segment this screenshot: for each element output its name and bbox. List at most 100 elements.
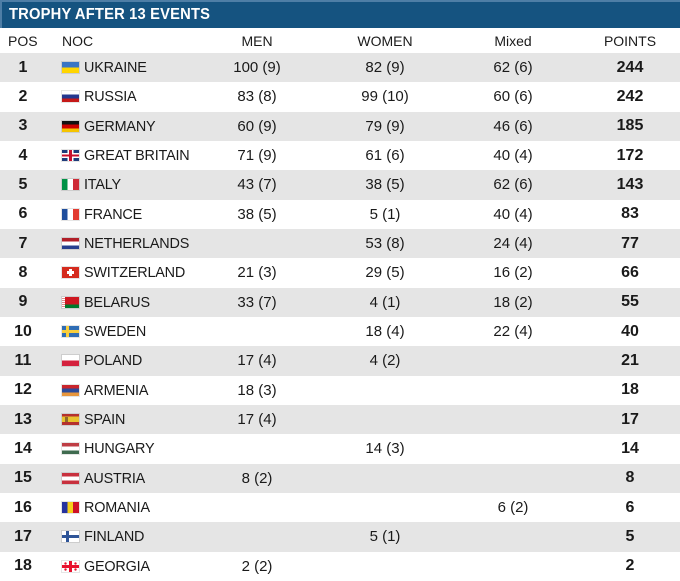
flag-icon-france xyxy=(62,208,79,220)
table-row: 3 GERMANY 60 (9) 79 (9) 46 (6) 185 xyxy=(0,111,680,141)
women-score-cell: 79 (9) xyxy=(365,117,405,135)
flag-icon-switzerland xyxy=(62,267,79,279)
position-cell: 16 xyxy=(14,498,32,516)
position-cell: 14 xyxy=(14,439,32,457)
points-cell: 2 xyxy=(625,557,635,575)
mixed-score-cell: 22 (4) xyxy=(493,323,533,341)
column-header-mixed: Mixed xyxy=(494,32,532,49)
table-row: 1 UKRAINE 100 (9) 82 (9) 62 (6) 244 xyxy=(0,53,680,83)
table-row: 5 ITALY 43 (7) 38 (5) 62 (6) 143 xyxy=(0,170,680,200)
flag-icon-finland xyxy=(62,531,79,543)
men-score-cell: 8 (2) xyxy=(241,469,273,487)
mixed-score-cell: 40 (4) xyxy=(493,147,533,165)
flag-icon-belarus xyxy=(62,296,79,308)
flag-icon-austria xyxy=(62,472,79,484)
noc-cell: GEORGIA xyxy=(46,558,190,575)
men-score-cell: 60 (9) xyxy=(237,117,277,135)
country-name: NETHERLANDS xyxy=(84,235,190,253)
men-score-cell: 17 (4) xyxy=(237,352,277,370)
points-cell: 55 xyxy=(621,293,639,311)
noc-cell: BELARUS xyxy=(46,294,190,311)
points-cell: 6 xyxy=(625,498,635,516)
flag-icon-hungary xyxy=(62,443,79,455)
table-body: 1 UKRAINE 100 (9) 82 (9) 62 (6) 244 2 RU… xyxy=(0,53,680,581)
women-score-cell: 5 (1) xyxy=(369,205,401,223)
noc-cell: SPAIN xyxy=(46,411,190,428)
noc-cell: FINLAND xyxy=(46,528,190,545)
men-score-cell: 33 (7) xyxy=(237,293,277,311)
flag-icon-russia xyxy=(62,91,79,103)
flag-icon-germany xyxy=(62,120,79,132)
position-cell: 18 xyxy=(14,557,32,575)
men-score-cell: 83 (8) xyxy=(237,88,277,106)
points-cell: 172 xyxy=(616,146,644,164)
country-name: SPAIN xyxy=(84,411,126,429)
position-cell: 4 xyxy=(18,146,28,164)
noc-cell: ARMENIA xyxy=(46,382,190,399)
women-score-cell: 29 (5) xyxy=(365,264,405,282)
mixed-score-cell: 46 (6) xyxy=(493,117,533,135)
table-row: 7 NETHERLANDS 53 (8) 24 (4) 77 xyxy=(0,228,680,259)
noc-cell: ROMANIA xyxy=(46,499,190,516)
women-score-cell: 5 (1) xyxy=(369,528,401,546)
column-header-men: MEN xyxy=(241,32,273,49)
women-score-cell: 82 (9) xyxy=(365,59,405,77)
position-cell: 13 xyxy=(14,410,32,428)
country-name: GERMANY xyxy=(84,117,156,135)
column-header-women: WOMEN xyxy=(357,32,413,49)
table-row: 13 SPAIN 17 (4) 17 xyxy=(0,404,680,435)
country-name: UKRAINE xyxy=(84,59,147,77)
men-score-cell: 71 (9) xyxy=(237,147,277,165)
table-row: 10 SWEDEN 18 (4) 22 (4) 40 xyxy=(0,316,680,347)
position-cell: 2 xyxy=(18,87,28,105)
position-cell: 10 xyxy=(14,322,32,340)
points-cell: 66 xyxy=(621,263,639,281)
country-name: SWITZERLAND xyxy=(84,264,186,282)
position-cell: 7 xyxy=(18,234,28,252)
points-cell: 185 xyxy=(616,117,644,135)
noc-cell: ITALY xyxy=(46,176,190,193)
flag-icon-romania xyxy=(62,502,79,514)
points-cell: 83 xyxy=(621,205,639,223)
points-cell: 143 xyxy=(616,175,644,193)
table-row: 8 SWITZERLAND 21 (3) 29 (5) 16 (2) 66 xyxy=(0,258,680,288)
points-cell: 14 xyxy=(621,439,639,457)
country-name: BELARUS xyxy=(84,293,150,311)
flag-icon-great-britain xyxy=(62,150,79,162)
points-cell: 5 xyxy=(625,527,635,545)
title-bar: TROPHY AFTER 13 EVENTS xyxy=(0,0,680,28)
position-cell: 15 xyxy=(14,469,32,487)
table-header: POS NOC MEN WOMEN Mixed POINTS xyxy=(0,28,680,53)
table-row: 18 GEORGIA 2 (2) 2 xyxy=(0,551,680,581)
mixed-score-cell: 62 (6) xyxy=(493,176,533,194)
position-cell: 8 xyxy=(18,263,28,281)
column-header-pos: POS xyxy=(8,32,38,49)
points-cell: 40 xyxy=(621,322,639,340)
noc-cell: NETHERLANDS xyxy=(46,235,190,252)
position-cell: 3 xyxy=(18,117,28,135)
table-row: 14 HUNGARY 14 (3) 14 xyxy=(0,434,680,464)
page-title: TROPHY AFTER 13 EVENTS xyxy=(9,6,211,23)
mixed-score-cell: 16 (2) xyxy=(493,264,533,282)
table-row: 11 POLAND 17 (4) 4 (2) 21 xyxy=(0,346,680,376)
women-score-cell: 38 (5) xyxy=(365,176,405,194)
men-score-cell: 18 (3) xyxy=(237,381,277,399)
table-row: 2 RUSSIA 83 (8) 99 (10) 60 (6) 242 xyxy=(0,82,680,112)
noc-cell: AUSTRIA xyxy=(46,470,190,487)
points-cell: 242 xyxy=(616,87,644,105)
men-score-cell: 21 (3) xyxy=(237,264,277,282)
points-cell: 244 xyxy=(616,58,644,76)
flag-icon-poland xyxy=(62,355,79,367)
table-row: 4 GREAT BRITAIN 71 (9) 61 (6) 40 (4) 172 xyxy=(0,140,680,171)
mixed-score-cell: 60 (6) xyxy=(493,88,533,106)
country-name: GEORGIA xyxy=(84,557,150,575)
noc-cell: FRANCE xyxy=(46,206,190,223)
mixed-score-cell: 62 (6) xyxy=(493,59,533,77)
position-cell: 6 xyxy=(18,205,28,223)
flag-icon-spain xyxy=(62,414,79,426)
mixed-score-cell: 40 (4) xyxy=(493,205,533,223)
position-cell: 11 xyxy=(14,351,32,369)
country-name: ITALY xyxy=(84,176,121,194)
flag-icon-sweden xyxy=(62,326,79,338)
women-score-cell: 61 (6) xyxy=(365,147,405,165)
